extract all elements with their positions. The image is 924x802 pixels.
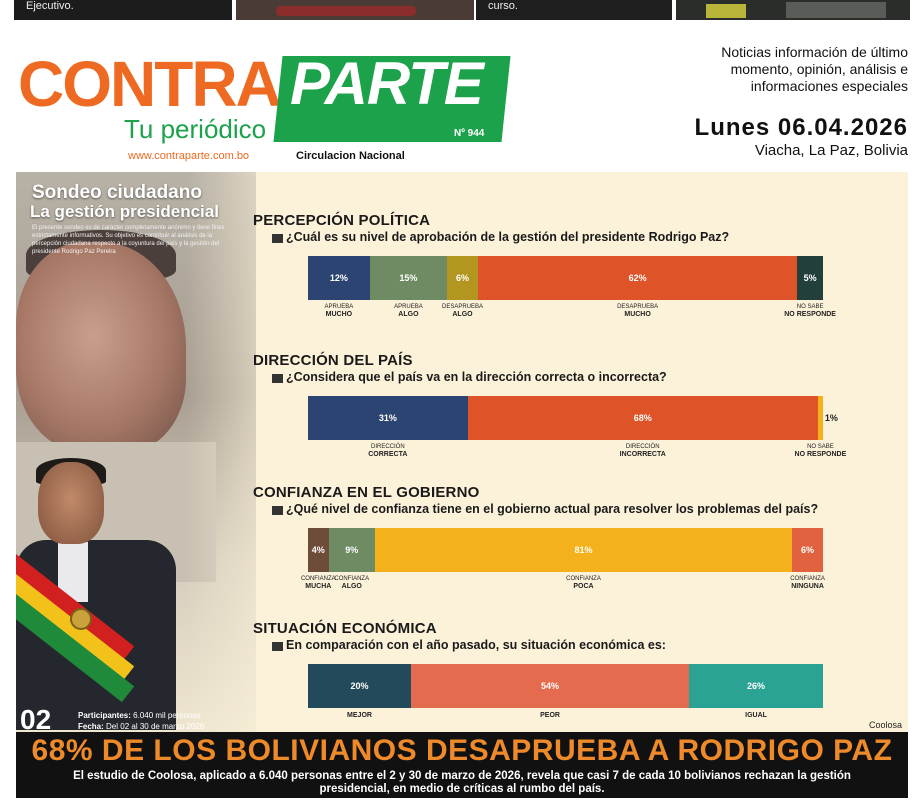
headline-band: 68% DE LOS BOLIVIANOS DESAPRUEBA A RODRI… [16,732,908,798]
confianza-en-el-gobierno-question: ¿Qué nivel de confianza tiene en el gobi… [286,502,819,516]
situacion-economica-category-label: PEOR [540,712,560,719]
dates-value: Del 02 al 30 de marzo 2026 [106,722,205,731]
logo-tagline: Tu periódico [124,114,267,144]
percepcion-politica-segment-algo: 6% [447,256,478,300]
percepcion-politica-category-label: DESAPRUEBA ALGO [441,304,483,318]
confianza-en-el-gobierno-category-label: CONFIANZA POCA [566,576,601,590]
survey-meta: Participantes: 6.040 mil personas Fecha:… [78,710,204,732]
confianza-en-el-gobierno-value-label: 81% [574,545,593,555]
direccion-del-pais-category-label: DIRECCIÓN INCORRECTA [619,444,666,458]
dates-label: Fecha: [78,722,104,731]
direccion-del-pais-question-marker [272,374,283,383]
percepcion-politica-segment-algo: 15% [369,256,448,300]
crest-icon [70,608,92,630]
situacion-economica-value-label: 20% [350,681,369,691]
percepcion-politica-category-label: DESAPRUEBA MUCHO [617,304,659,318]
percepcion-politica-category-label: APRUEBA MUCHO [324,304,354,318]
headline-dek: El estudio de Coolosa, aplicado a 6.040 … [73,770,851,795]
top-story-thumb-4[interactable] [676,0,910,20]
participants-value: 6.040 mil personas [133,711,201,720]
situacion-economica-title: SITUACIÓN ECONÓMICA [253,620,437,637]
direccion-del-pais-category-label: NO SABE NO RESPONDE [794,444,847,458]
confianza-en-el-gobierno-value-label: 9% [345,545,359,555]
percepcion-politica-value-label: 62% [628,273,647,283]
president-face [16,242,186,452]
survey-description: El presente sondeo es de carácter comple… [32,225,225,255]
percepcion-politica-segment-mucho: 12% [308,256,370,300]
head [38,462,104,544]
situacion-economica-question-marker [272,642,283,651]
confianza-en-el-gobierno-value-label: 4% [311,545,325,555]
logo-parte: PARTE [290,50,484,117]
page-number: 02 [20,704,52,733]
confianza-en-el-gobierno-category-label: CONFIANZA ALGO [334,576,370,590]
direccion-del-pais-segment-no-responde: 1% [817,396,838,440]
percepcion-politica-question-marker [272,234,283,243]
situacion-economica-value-label: 26% [747,681,766,691]
percepcion-politica-segment-mucho: 62% [477,256,798,300]
confianza-en-el-gobierno-category-label: CONFIANZA NINGUNA [790,576,825,590]
direccion-del-pais-category-label: DIRECCIÓN CORRECTA [368,444,408,458]
percepcion-politica-title: PERCEPCIÓN POLÍTICA [253,212,431,229]
participants-label: Participantes: [78,711,131,720]
top-story-thumb-3[interactable]: curso. [476,0,672,20]
percepcion-politica-segment-no-responde: 5% [797,256,823,300]
direccion-del-pais-value-label: 31% [378,413,397,423]
percepcion-politica-value-label: 12% [329,273,348,283]
photo-fade [186,172,316,732]
situacion-economica-value-label: 54% [541,681,560,691]
situacion-economica-segment-peor: 54% [411,664,690,708]
situacion-economica-bar: 20% 54% 26% [308,664,823,708]
circulation-label: Circulacion Nacional [296,150,405,162]
direccion-del-pais-value-label: 1% [824,413,838,423]
confianza-en-el-gobierno-title: CONFIANZA EN EL GOBIERNO [253,484,480,501]
confianza-en-el-gobierno-segment-ninguna: 6% [792,528,823,572]
situacion-economica-question: En comparación con el año pasado, su sit… [286,638,666,652]
direccion-del-pais-segment-correcta: 31% [308,396,468,440]
percepcion-politica-category-label: NO SABE NO RESPONDE [784,304,836,318]
website-link[interactable]: www.contraparte.com.bo [128,150,250,162]
confianza-en-el-gobierno-segment-mucha: 4% [308,528,329,572]
edition-date: Lunes 06.04.2026 [694,114,908,141]
percepcion-politica-value-label: 15% [399,273,418,283]
confianza-en-el-gobierno-segment-algo: 9% [328,528,375,572]
survey-subtitle: La gestión presidencial [30,202,219,221]
masthead-description: Noticias información de último momento, … [721,44,908,94]
percepcion-politica-category-label: APRUEBA ALGO [394,304,423,318]
direccion-del-pais-question: ¿Considera que el país va en la direcció… [286,370,667,384]
top-story-thumb-2[interactable] [236,0,474,20]
situacion-economica-segment-mejor: 20% [308,664,411,708]
edition-place: Viacha, La Paz, Bolivia [754,142,908,159]
confianza-en-el-gobierno-question-marker [272,506,283,515]
edition-number: Nº 944 [454,128,485,139]
direccion-del-pais-title: DIRECCIÓN DEL PAÍS [253,352,413,369]
situacion-economica-category-label: MEJOR [347,712,372,719]
logo-contra: CONTRA [18,48,282,120]
top-photo-strip: Ejecutivo. curso. [0,0,924,22]
survey-source: Coolosa [868,720,902,730]
percepcion-politica-question: ¿Cuál es su nivel de aprobación de la ge… [286,230,730,244]
percepcion-politica-bar: 12% 15% 6% 62% 5% [308,256,823,300]
survey-title: Sondeo ciudadano [32,182,202,203]
top-story-caption-1: Ejecutivo. [26,0,74,12]
headline[interactable]: 68% DE LOS BOLIVIANOS DESAPRUEBA A RODRI… [31,734,893,767]
direccion-del-pais-segment-incorrecta: 68% [467,396,818,440]
confianza-en-el-gobierno-bar: 4% 9% 81% 6% [308,528,823,572]
percepcion-politica-value-label: 5% [803,273,817,283]
situacion-economica-segment-igual: 26% [689,664,823,708]
president-sash-photo [16,458,176,730]
survey-infographic: Sondeo ciudadano La gestión presidencial… [16,172,908,732]
percepcion-politica-value-label: 6% [455,273,469,283]
top-story-caption-3: curso. [488,0,518,12]
direccion-del-pais-value-label: 68% [633,413,652,423]
confianza-en-el-gobierno-value-label: 6% [801,545,815,555]
confianza-en-el-gobierno-segment-poca: 81% [374,528,793,572]
situacion-economica-category-label: IGUAL [745,712,767,719]
top-story-thumb-1[interactable]: Ejecutivo. [14,0,232,20]
direccion-del-pais-bar: 31% 68% 1% [308,396,838,440]
confianza-en-el-gobierno-category-label: CONFIANZA MUCHA [300,576,336,590]
